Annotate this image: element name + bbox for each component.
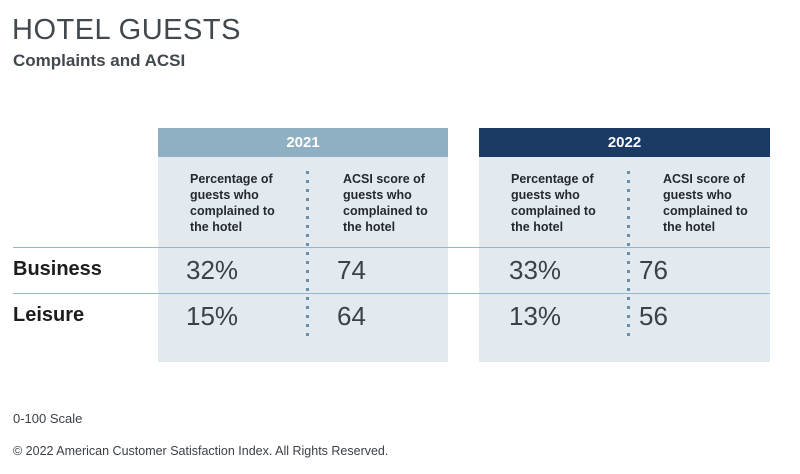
cell-business-2021-acsi: 74 bbox=[337, 255, 366, 285]
column-header-2022-acsi-score: ACSI score of guests who complained to t… bbox=[663, 172, 748, 234]
scale-note: 0-100 Scale bbox=[13, 411, 83, 426]
cell-leisure-2022-pct: 13% bbox=[509, 301, 562, 331]
cell-business-2022-acsi: 76 bbox=[639, 255, 668, 285]
dotted-divider-2021 bbox=[306, 171, 309, 337]
row-label-leisure: Leisure bbox=[13, 304, 85, 326]
cell-leisure-2022-acsi: 56 bbox=[639, 301, 668, 331]
row-separator-middle bbox=[13, 293, 770, 294]
row-label-business: Business bbox=[13, 258, 102, 280]
dotted-divider-2022 bbox=[627, 171, 630, 337]
column-header-2021-complained-pct: Percentage of guests who complained to t… bbox=[190, 172, 275, 234]
table-body-2021 bbox=[158, 157, 448, 362]
copyright-text: © 2022 American Customer Satisfaction In… bbox=[13, 444, 389, 458]
cell-leisure-2021-acsi: 64 bbox=[337, 301, 366, 331]
year-header-2021: 2021 bbox=[158, 128, 448, 157]
row-separator-top bbox=[13, 247, 770, 248]
cell-leisure-2021-pct: 15% bbox=[186, 301, 239, 331]
table-body-2022 bbox=[479, 157, 770, 362]
page-title: HOTEL GUESTS bbox=[12, 14, 241, 46]
cell-business-2022-pct: 33% bbox=[509, 255, 562, 285]
column-header-2021-acsi-score: ACSI score of guests who complained to t… bbox=[343, 172, 428, 234]
page-subtitle: Complaints and ACSI bbox=[13, 51, 186, 70]
year-header-2022: 2022 bbox=[479, 128, 770, 157]
column-header-2022-complained-pct: Percentage of guests who complained to t… bbox=[511, 172, 596, 234]
cell-business-2021-pct: 32% bbox=[186, 255, 239, 285]
